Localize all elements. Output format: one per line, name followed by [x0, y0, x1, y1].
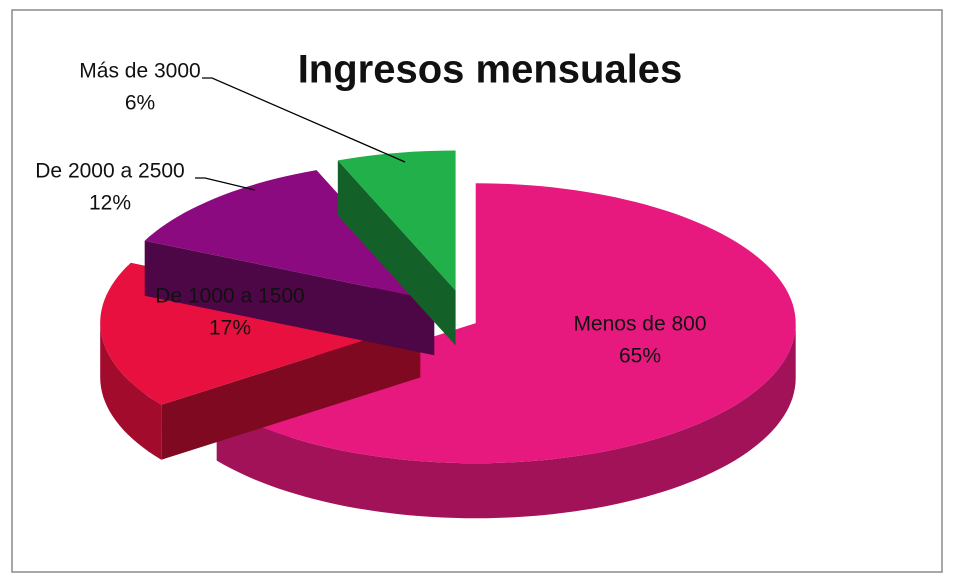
slice-label: Más de 3000 [79, 60, 200, 83]
pie-slice [337, 150, 456, 346]
slice-wall [337, 160, 456, 346]
slice-label: De 1000 a 1500 [155, 285, 304, 308]
slice-label: De 2000 a 2500 [35, 160, 184, 183]
slice-top [144, 170, 435, 301]
slice-wall [144, 240, 435, 356]
slice-percent: 17% [209, 317, 251, 340]
slice-top [337, 150, 456, 291]
slice-percent: 6% [125, 92, 155, 115]
slice-percent: 12% [89, 192, 131, 215]
slice-label: Menos de 800 [573, 313, 706, 336]
slice-side [216, 323, 796, 519]
leader-line [195, 177, 256, 191]
chart-title: Ingresos mensuales [298, 48, 683, 92]
slice-side [100, 322, 162, 460]
slice-percent: 65% [619, 345, 661, 368]
leader-line [202, 77, 406, 163]
